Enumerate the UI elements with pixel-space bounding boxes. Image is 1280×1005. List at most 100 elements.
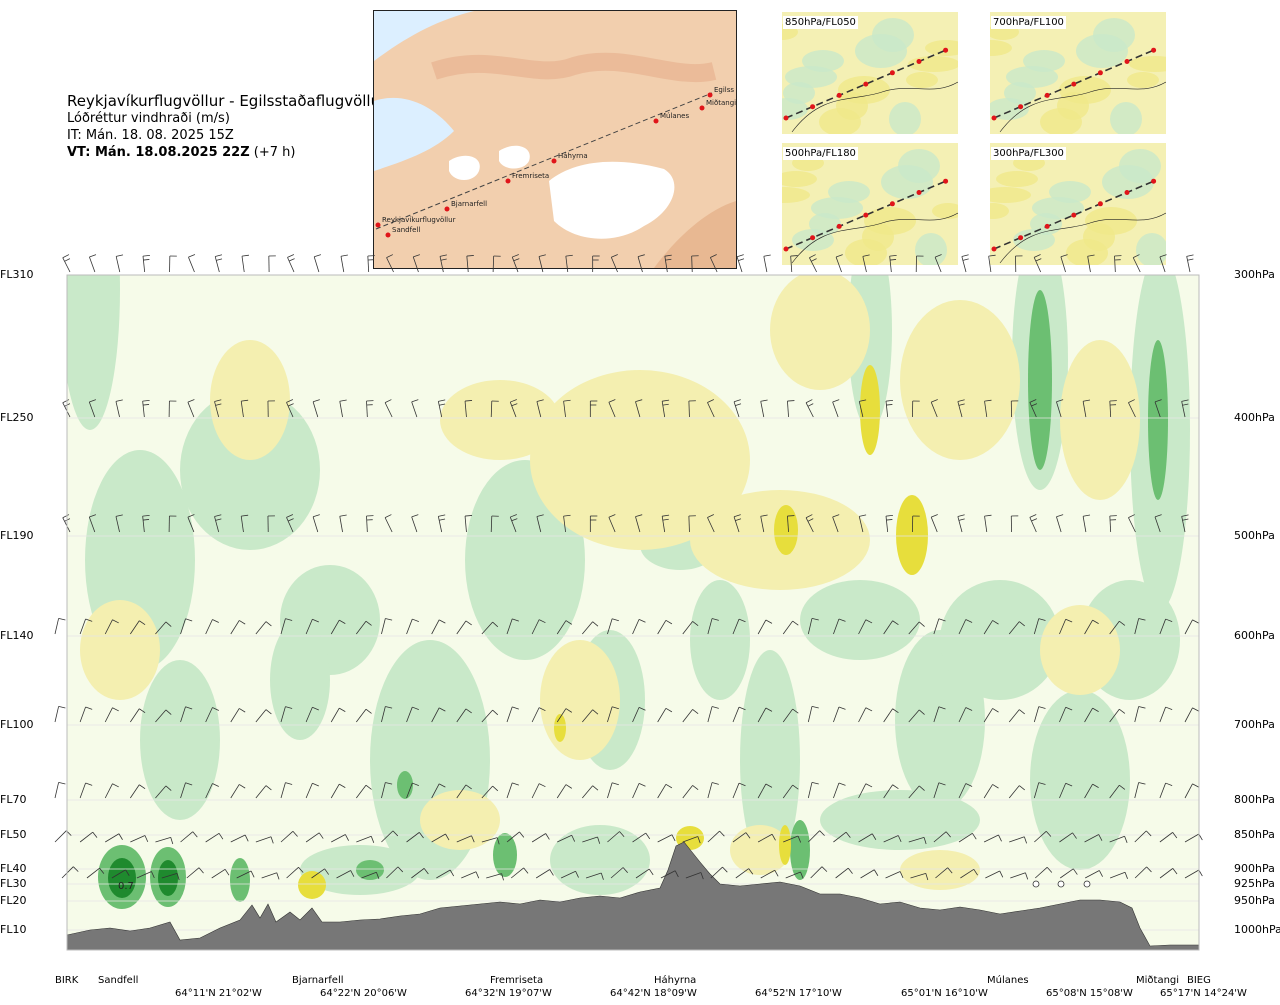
panel-waypoint [783,246,789,252]
lead-time: (+7 h) [253,145,296,160]
wind-barb [531,833,550,843]
wind-barb [1059,618,1073,635]
wind-barb [506,831,525,843]
wind-barb [889,254,897,273]
panel-coast [791,212,958,264]
wind-barb [1134,782,1146,799]
wind-barb [983,620,999,635]
wind-barb [1087,254,1095,273]
wind-barb [912,400,920,418]
terrain-profile [67,841,1199,950]
wind-barb [1082,399,1091,418]
panel-waypoint [943,47,949,53]
wind-barb [481,837,500,845]
field-cell-weak-up [140,660,220,820]
panel-300: 300hPa/FL300 [990,143,1166,265]
wind-barb [89,254,97,273]
glacier-hofsjokull [499,145,530,169]
panel-waypoint [1044,92,1050,98]
field-cell-weak-down [530,370,750,550]
panel-field [915,233,947,265]
panel-waypoint [943,178,949,184]
wind-barb [582,836,601,844]
location-label: Miðtangi [1136,975,1180,986]
wind-barbs [54,254,1203,881]
wind-barb [790,255,798,273]
wind-barb [214,399,222,418]
wind-barb [1084,707,1099,723]
wind-barb [960,868,978,879]
calm-marker [1083,880,1091,888]
wind-barb [142,254,150,273]
wind-barb [180,831,198,843]
map-waypoint [707,92,713,98]
wind-barb [356,620,372,635]
wind-barb [833,831,851,843]
pressure-label-600hpa: 600hPa [1234,629,1275,642]
wind-barb [88,399,97,418]
wind-barb [661,514,670,533]
coordinate-label: 65°17'N 14°24'W [1160,988,1247,999]
wind-barb [506,618,519,635]
panel-waypoint [1097,201,1103,207]
wind-barb [707,399,715,418]
wind-barb [236,870,255,879]
panel-waypoint [1018,104,1024,110]
panel-coast [999,81,1166,133]
wind-barb [312,399,320,418]
wind-barb [983,784,999,799]
wind-barb [1084,834,1103,843]
wind-barb [1056,399,1064,418]
pressure-label-300hpa: 300hPa [1234,268,1275,281]
wind-barb [267,400,275,418]
panel-waypoint [783,115,789,121]
wind-barb [1128,514,1136,533]
wind-barb [305,618,319,635]
pressure-label-900hpa: 900hPa [1234,862,1275,875]
field-cell-up [790,820,810,880]
fl-label-fl140: FL140 [0,629,34,642]
wind-barb [481,709,499,723]
wind-barb [1008,785,1025,799]
wind-barb [111,869,130,879]
wind-barb [1159,254,1167,273]
wind-barb [538,254,546,273]
wind-barb [188,254,196,273]
wind-barb [608,514,616,533]
map-waypoint-label: Sandfell [392,226,420,234]
wind-barb [862,254,870,273]
wind-barb [367,255,375,273]
field-cell-down [298,871,326,899]
field-cell-weak-up [180,390,320,550]
wind-barb [556,708,573,723]
wind-barb [688,515,696,533]
wind-barb [356,784,372,799]
wind-barb [1084,619,1099,635]
wind-barb [115,399,123,418]
wind-barb [984,399,992,418]
wind-barb [187,514,195,533]
wind-barb [230,708,246,723]
wind-barb [632,707,646,723]
wind-barb [1134,618,1146,635]
panel-waypoint [916,59,922,64]
wind-barb [104,783,119,799]
field-cell-up [230,858,250,902]
wind-barb [230,834,249,843]
calm-marker [1057,880,1065,888]
panel-field [990,98,1029,120]
wind-barb [1033,254,1042,273]
wind-barb [1109,620,1126,635]
field-cell-weak-down [80,600,160,700]
panel-coast [999,212,1166,264]
coordinate-label: 64°42'N 18°09'W [610,988,697,999]
panel-field [819,108,861,134]
pressure-label-500hpa: 500hPa [1234,529,1275,542]
wind-barb [366,400,374,418]
pressure-label-925hpa: 925hPa [1234,877,1275,890]
wind-barb [933,706,946,723]
field-cell-up [1028,290,1052,470]
wind-barb [1033,618,1046,635]
field-cell-weak-down [1040,605,1120,695]
wind-barb [130,784,146,799]
